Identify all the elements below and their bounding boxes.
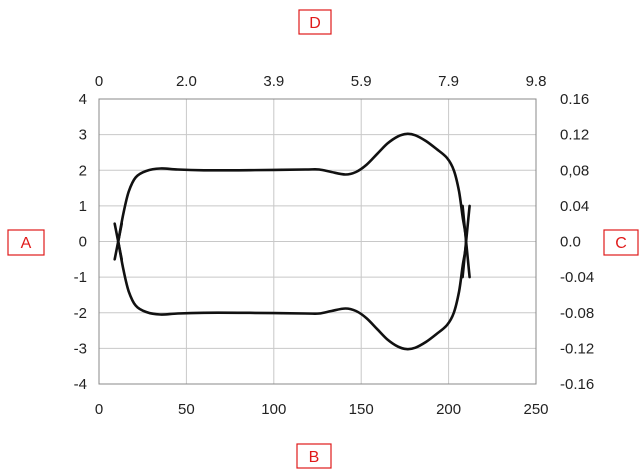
label-box-top: D: [298, 9, 332, 35]
tick-label-right: 0,08: [560, 162, 589, 179]
label-box-right: C: [603, 229, 639, 256]
series-cross-stroke: [113, 222, 123, 261]
tick-label-bottom: 0: [95, 401, 103, 418]
tick-label-left: -4: [74, 376, 87, 393]
tick-label-left: -2: [74, 305, 87, 322]
tick-label-bottom: 200: [436, 401, 461, 418]
plot-frame: [98, 98, 537, 385]
tick-label-right: -0.12: [560, 340, 594, 357]
tick-label-left: 2: [79, 162, 87, 179]
tick-label-bottom: 150: [349, 401, 374, 418]
tick-label-left: 3: [79, 127, 87, 144]
label-box-bottom: B: [296, 443, 332, 469]
tick-label-top: 7.9: [438, 73, 459, 90]
tick-label-top: 0: [95, 73, 103, 90]
tick-label-left: 4: [79, 91, 87, 108]
label-box-right-frame: [603, 229, 639, 256]
label-right: C: [615, 235, 627, 252]
tick-label-right: -0.16: [560, 376, 594, 393]
series-group: [113, 132, 471, 351]
tick-label-right: 0.12: [560, 127, 589, 144]
label-left: A: [21, 235, 32, 252]
series-cross-stroke: [461, 204, 471, 279]
tick-label-top: 3.9: [263, 73, 284, 90]
tick-label-left: 0: [79, 234, 87, 251]
tick-label-right: -0.08: [560, 305, 594, 322]
tick-label-bottom: 100: [261, 401, 286, 418]
label-bottom: B: [309, 449, 320, 466]
label-box-left: A: [7, 229, 45, 256]
tick-label-top: 2.0: [176, 73, 197, 90]
tick-label-bottom: 50: [178, 401, 195, 418]
label-box-top-frame: [298, 9, 332, 35]
tick-label-left: 1: [79, 198, 87, 215]
tick-label-bottom: 250: [523, 401, 548, 418]
tick-label-right: -0.04: [560, 269, 594, 286]
tick-label-top: 5.9: [351, 73, 372, 90]
tick-label-right: 0.0: [560, 234, 581, 251]
tick-label-right: 0.04: [560, 198, 589, 215]
tick-labels: 0 50 100 150 200 250 0 2.0 3.9 5.9 7.9 9.8 4 3 2 1 0 -1 -2…: [74, 73, 595, 418]
tick-label-left: -3: [74, 340, 87, 357]
label-box-bottom-frame: [296, 443, 332, 469]
tick-label-left: -1: [74, 269, 87, 286]
label-box-left-frame: [7, 229, 45, 256]
tick-label-right: 0.16: [560, 91, 589, 108]
label-top: D: [309, 15, 321, 32]
tick-label-top: 9.8: [526, 73, 547, 90]
